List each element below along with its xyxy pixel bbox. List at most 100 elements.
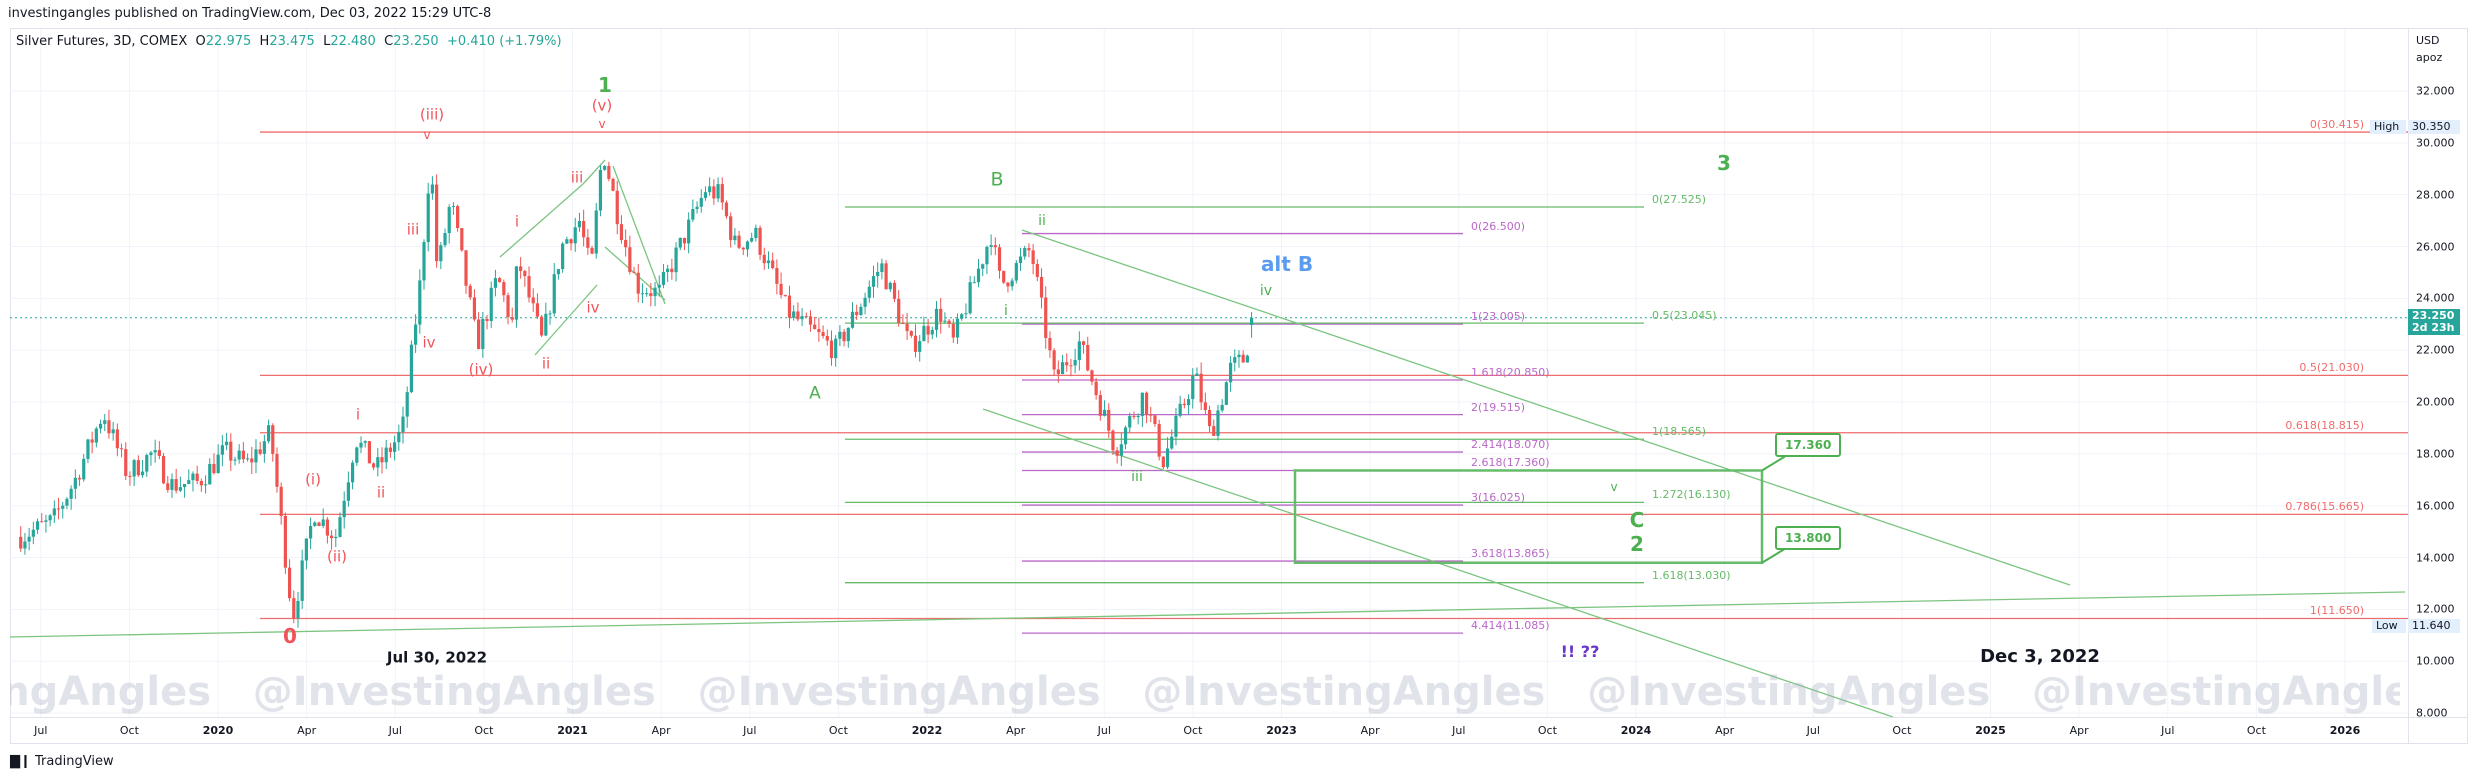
tradingview-logo-text: TradingView [35,754,114,769]
candle-body [426,193,430,243]
candle-body [477,319,481,350]
candle-body [1107,409,1111,431]
watermark-band: @InvestingAngles @InvestingAngles @Inves… [10,672,2400,714]
fib-level-label: 2.414(18.070) [1471,438,1550,452]
fib-level-label: 0(30.415) [2309,118,2364,132]
candle-body [1245,355,1249,363]
fib-level-label: 0.618(18.815) [2285,418,2364,432]
candle-body [775,268,779,284]
candle-body [502,282,506,296]
candle-body [174,479,178,491]
candle-body [884,263,888,290]
candle-body [556,269,561,275]
candle-body [98,423,103,429]
candle-body [266,425,271,442]
candle-body [245,458,250,460]
wave-label: v [1610,480,1618,494]
wave-label: i [514,212,520,231]
callout-pointer [1761,547,1786,564]
time-tick: Oct [1892,724,1912,737]
candle-body [741,247,745,250]
last-price-tag: 23.250 2d 23h [2408,309,2460,335]
wave-label-alt-b: alt B [1260,252,1314,276]
candle-body [203,484,208,486]
candle-body [695,206,699,210]
candle-body [640,293,645,295]
candle-body [140,471,145,476]
wave-label-3: 3 [1717,151,1731,175]
high-tag-label: High [2370,120,2406,134]
candle-body [1023,248,1027,257]
candle-body [1060,362,1065,375]
fib-level-label: 3(16.025) [1471,491,1526,505]
candle-body [212,463,216,474]
candle-body [1224,382,1228,405]
wave-label: iii [1131,469,1143,485]
unit-label[interactable]: apoz [2416,51,2443,64]
candle-body [1140,392,1144,416]
candle-body [447,206,451,234]
candle-body [1065,362,1069,366]
time-tick: Jul [2161,724,2175,737]
candle-body [611,178,615,191]
currency-label[interactable]: USD [2416,34,2440,47]
candle-body [393,442,397,452]
candle-body [317,522,321,526]
candle-body [947,320,951,324]
wave-label-2: 2 [1630,532,1644,556]
candle-body [514,266,519,320]
wave-label: iii [570,168,584,187]
candle-body [544,313,548,336]
time-tick: Jul [388,724,402,737]
time-tick: Oct [1183,724,1203,737]
candle-body [451,206,456,208]
candle-body [262,441,266,454]
candle-body [716,184,720,199]
wave-label: (i) [305,470,321,489]
candle-body [1203,402,1207,411]
candle-body [1161,456,1165,468]
candle-body [166,483,170,490]
candle-body [342,500,346,518]
symbol-name[interactable]: Silver Futures, 3D, COMEX [16,34,188,49]
candle-body [645,293,649,295]
candle-body [359,442,363,448]
candle-body [670,268,674,273]
time-tick: 2021 [557,724,588,737]
candle-body [657,284,661,288]
candle-body [145,455,149,472]
wave-label: (ii) [326,547,348,566]
candle-body [380,457,384,463]
candle-body [939,308,943,322]
time-tick: Oct [2246,724,2266,737]
candle-body [934,308,939,330]
fib-level-label: 1.272(16.130) [1652,488,1731,502]
price-tick: 24.000 [2416,291,2455,305]
callout-13800[interactable]: 13.800 [1775,526,1842,550]
candle-body [296,600,300,619]
candle-body [489,287,493,322]
wave-label: ii [541,354,551,373]
candle-body [233,459,237,461]
candle-body [329,535,334,539]
candle-body [989,245,993,247]
candle-body [19,536,23,549]
time-tick: Oct [828,724,848,737]
candle-body [153,450,157,453]
chart-pane[interactable] [10,28,2468,744]
candle-body [565,239,569,244]
candle-body [1006,282,1010,287]
callout-17360[interactable]: 17.360 [1775,433,1842,457]
candle-body [1048,338,1052,351]
candle-body [598,169,603,211]
time-tick: Apr [1006,724,1026,737]
candle-body [346,482,350,501]
candle-body [73,477,77,489]
wave-label: v [423,128,431,142]
fib-level-label: 1(11.650) [2309,604,2364,618]
bar-countdown: 2d 23h [2412,321,2455,334]
candle-body [472,297,477,320]
wave-label: i [355,405,361,424]
tradingview-logo[interactable]: ▇❙ TradingView [10,754,114,769]
